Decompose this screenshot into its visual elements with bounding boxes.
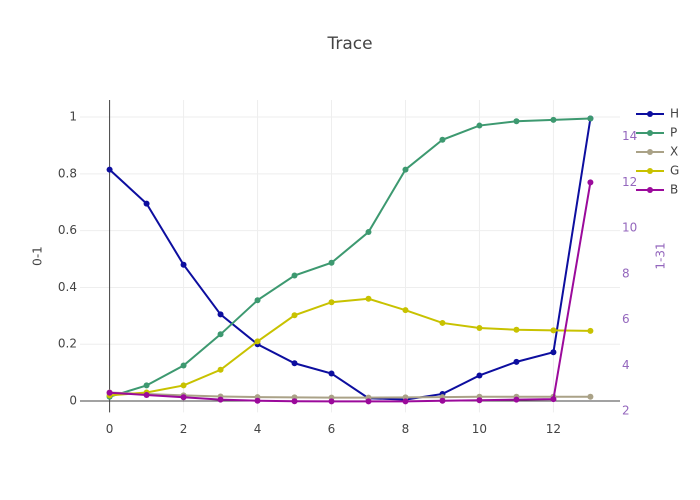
y2-tick-label: 8: [622, 266, 630, 280]
x-tick-label: 0: [106, 422, 114, 436]
data-point: [291, 360, 298, 367]
x-tick-label: 10: [472, 422, 487, 436]
series-line: [109, 297, 591, 397]
data-point: [513, 358, 520, 365]
x-tick-label: 2: [180, 422, 188, 436]
data-point: [217, 366, 224, 373]
data-point: [587, 179, 594, 186]
data-point: [476, 372, 483, 379]
data-point: [439, 319, 446, 326]
data-point: [550, 396, 557, 403]
legend-label: H: [670, 107, 679, 121]
y-tick-label: 0: [69, 394, 77, 408]
data-point: [328, 398, 335, 405]
data-point: [180, 394, 187, 401]
series-line: [108, 118, 592, 401]
legend-label: B: [670, 183, 678, 197]
y2-tick-label: 6: [622, 312, 630, 326]
legend-label: P: [670, 126, 677, 140]
data-point: [587, 115, 594, 122]
data-point: [328, 370, 335, 377]
data-point: [365, 229, 372, 236]
y2-tick-label: 4: [622, 358, 630, 372]
data-point: [476, 325, 483, 332]
legend-marker: [647, 187, 653, 193]
y-axis-title: 0-1: [31, 246, 45, 266]
legend-marker: [647, 149, 653, 155]
legend-marker: [647, 130, 653, 136]
data-point: [550, 349, 557, 356]
data-point: [291, 398, 298, 405]
data-point: [106, 166, 113, 173]
data-point: [106, 389, 113, 396]
data-point: [587, 327, 594, 334]
legend-marker: [647, 111, 653, 117]
data-point: [254, 297, 261, 304]
data-point: [180, 261, 187, 268]
data-point: [365, 295, 372, 302]
data-point: [439, 136, 446, 143]
data-point: [550, 116, 557, 123]
data-point: [291, 272, 298, 279]
data-point: [513, 326, 520, 333]
data-point: [476, 397, 483, 404]
data-point: [180, 382, 187, 389]
x-tick-label: 8: [402, 422, 410, 436]
data-point: [476, 122, 483, 129]
y-tick-label: 0.2: [58, 337, 77, 351]
y2-tick-label: 12: [622, 175, 637, 189]
data-point: [513, 118, 520, 125]
data-point: [254, 397, 261, 404]
data-point: [217, 396, 224, 403]
series-line: [109, 117, 591, 398]
data-point: [365, 398, 372, 405]
data-point: [143, 200, 150, 207]
data-point: [550, 327, 557, 334]
data-point: [328, 259, 335, 266]
y-tick-label: 0.4: [58, 280, 77, 294]
legend-label: G: [670, 164, 679, 178]
y-tick-label: 0.8: [58, 166, 77, 180]
series-line: [109, 182, 592, 403]
chart-title: Trace: [326, 34, 372, 54]
y-tick-label: 0.6: [58, 223, 77, 237]
data-point: [439, 397, 446, 404]
legend-marker: [647, 168, 653, 174]
x-tick-label: 4: [254, 422, 262, 436]
legend-label: X: [670, 145, 678, 159]
data-point: [328, 299, 335, 306]
data-point: [402, 398, 409, 405]
data-point: [291, 312, 298, 319]
data-point: [402, 307, 409, 314]
data-point: [217, 331, 224, 338]
data-point: [513, 396, 520, 403]
data-point: [587, 393, 594, 400]
y2-axis-title: 1-31: [654, 242, 668, 269]
data-point: [402, 166, 409, 173]
y-tick-label: 1: [69, 110, 77, 124]
y2-tick-label: 10: [622, 221, 637, 235]
y2-tick-label: 14: [622, 129, 637, 143]
data-point: [143, 382, 150, 389]
y2-tick-label: 2: [622, 404, 630, 418]
series-line: [109, 391, 591, 399]
data-point: [180, 362, 187, 369]
data-point: [254, 338, 261, 345]
x-tick-label: 6: [328, 422, 336, 436]
data-point: [217, 311, 224, 318]
x-tick-label: 12: [546, 422, 561, 436]
data-point: [143, 392, 150, 399]
